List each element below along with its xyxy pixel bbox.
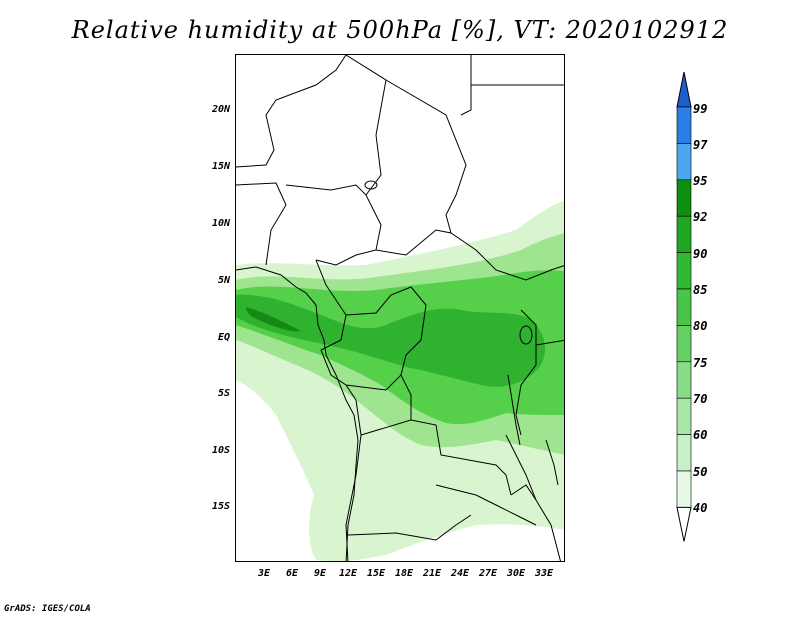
colorbar-label: 99 [693, 102, 708, 116]
lon-tick-label: 30E [506, 568, 526, 579]
colorbar [676, 71, 692, 542]
colorbar-label: 50 [693, 465, 708, 479]
border-line [535, 339, 564, 346]
border-line [315, 259, 357, 401]
border-line [510, 484, 537, 501]
colorbar-label: 80 [693, 319, 708, 333]
lat-tick-label: 20N [211, 104, 230, 115]
lat-tick-label: 10N [211, 218, 230, 229]
lon-tick-label: 21E [422, 568, 442, 579]
colorbar-label: 70 [693, 392, 708, 406]
colorbar-label: 40 [693, 501, 708, 515]
border-line [360, 419, 512, 496]
border-line [345, 374, 402, 391]
border-line [515, 309, 537, 436]
border-line [236, 182, 287, 266]
lake-victoria [519, 325, 533, 345]
lat-tick-label: 5N [217, 275, 230, 286]
lat-tick-label: 15S [211, 501, 230, 512]
lon-tick-label: 15E [366, 568, 386, 579]
lon-tick-label: 24E [450, 568, 470, 579]
colorbar-segment [676, 252, 692, 290]
lat-tick-label: 5S [217, 388, 230, 399]
border-line [347, 514, 472, 541]
border-line [460, 55, 472, 116]
colorbar-segment [676, 106, 692, 144]
lon-tick-label: 18E [394, 568, 414, 579]
lake-malawi [545, 439, 559, 486]
colorbar-label: 95 [693, 174, 708, 188]
lat-tick-label: 10S [211, 445, 230, 456]
colorbar-segment [676, 215, 692, 253]
lake-tanganyika [507, 374, 521, 446]
border-line [345, 399, 362, 561]
border-line [236, 55, 347, 168]
coastline [236, 266, 359, 561]
colorbar-top-arrow [676, 71, 692, 108]
colorbar-label: 92 [693, 210, 708, 224]
humidity-region-very-high [236, 294, 546, 387]
lon-tick-label: 6E [285, 568, 299, 579]
colorbar-segment [676, 361, 692, 399]
colorbar-segment [676, 397, 692, 435]
colorbar-label: 90 [693, 247, 708, 261]
lon-tick-label: 3E [257, 568, 271, 579]
border-line [345, 286, 427, 420]
lat-tick-label: 15N [211, 161, 230, 172]
colorbar-segment [676, 434, 692, 472]
country-borders [236, 55, 564, 561]
colorbar-segment [676, 325, 692, 363]
lat-tick-label: EQ [217, 332, 230, 343]
lon-tick-label: 27E [478, 568, 498, 579]
colorbar-segment [676, 470, 692, 508]
colorbar-label: 60 [693, 428, 708, 442]
lon-tick-label: 12E [338, 568, 358, 579]
colorbar-label: 75 [693, 356, 708, 370]
humidity-field [236, 200, 564, 561]
colorbar-label: 85 [693, 283, 708, 297]
map-panel [235, 54, 565, 562]
lakes [364, 180, 559, 486]
chart-title: Relative humidity at 500hPa [%], VT: 202… [71, 16, 729, 44]
lon-tick-label: 33E [534, 568, 554, 579]
humidity-map [236, 55, 564, 561]
border-line [345, 55, 387, 196]
lake-chad [364, 180, 378, 190]
lon-tick-label: 9E [313, 568, 327, 579]
colorbar-label: 97 [693, 138, 708, 152]
colorbar-segment [676, 288, 692, 326]
humidity-region-peak [246, 307, 301, 332]
coast-line [236, 266, 359, 561]
colorbar-segment [676, 179, 692, 217]
border-line [285, 184, 382, 266]
border-line [375, 229, 564, 281]
border-line [435, 484, 537, 526]
credit-label: GrADS: IGES/COLA [4, 604, 91, 614]
colorbar-bottom-arrow [676, 506, 692, 542]
colorbar-segment [676, 143, 692, 181]
border-line [385, 79, 467, 234]
